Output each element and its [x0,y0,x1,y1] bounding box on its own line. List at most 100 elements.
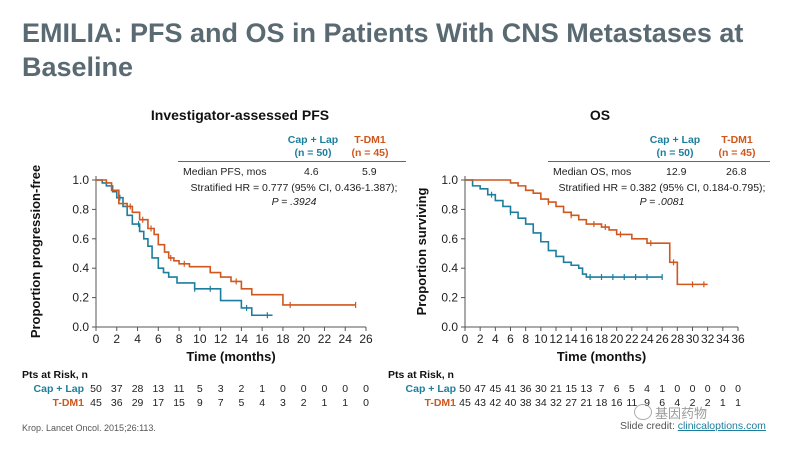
os-median-tdm: 26.8 [726,166,747,178]
pfs-risk-cap-value: 11 [174,383,185,395]
pfs-cap-name: Cap + Lap [287,134,339,146]
pfs-risk-tdm-value: 1 [342,397,348,409]
pfs-risk-cap-value: 28 [132,383,144,395]
pfs-risk-cap-value: 50 [90,383,102,395]
os-risk-tdm-value: 16 [611,397,623,409]
os-cap-header: Cap + Lap (n = 50) [640,134,710,160]
os-risk-tdm-value: 45 [459,397,471,409]
pfs-risk-tdm-value: 2 [301,397,307,409]
os-risk-tdm-value: 2 [690,397,696,409]
os-risk-cap-value: 0 [674,383,680,395]
os-hr: Stratified HR = 0.382 (95% CI, 0.184-0.7… [548,181,776,209]
os-x-tick-label: 26 [655,332,669,346]
pfs-tdm1-curve [96,179,356,306]
os-risk-tdm-value: 32 [550,397,562,409]
os-risk-tdm-value: 1 [735,397,741,409]
os-table-rule [548,161,770,162]
pfs-risk-cap-value: 0 [280,383,286,395]
os-x-axis-label: Time (months) [557,349,646,364]
os-x-tick-label: 4 [492,332,499,346]
pfs-risk-tdm-value: 29 [132,397,144,409]
os-risk-cap-value: 50 [459,383,471,395]
pfs-cap-n: (n = 50) [294,147,332,159]
pfs-y-tick-label: 1.0 [72,173,89,187]
os-x-tick-label: 22 [625,332,639,346]
credit-link[interactable]: clinicaloptions.com [677,420,766,432]
pfs-tdm-header: T-DM1 (n = 45) [335,134,405,160]
os-x-tick-label: 0 [462,332,469,346]
pfs-x-tick-label: 24 [339,332,353,346]
os-x-tick-label: 10 [534,332,548,346]
os-x-tick-label: 34 [716,332,730,346]
pfs-x-tick-label: 10 [193,332,207,346]
slide-credit: Slide credit: clinicaloptions.com [620,420,766,432]
pfs-x-tick-label: 16 [255,332,269,346]
os-y-tick-label: 0.0 [441,320,458,334]
os-y-tick-label: 1.0 [441,173,458,187]
os-x-tick-label: 2 [477,332,484,346]
os-risk-cap-value: 15 [565,383,577,395]
pfs-risk-tdm-value: 9 [197,397,203,409]
os-hr-line2: P = .0081 [639,196,685,208]
os-risk-tdm-value: 18 [596,397,608,409]
os-x-tick-label: 12 [549,332,563,346]
pfs-risk-tdm-value: 3 [280,397,286,409]
os-cap-n: (n = 50) [656,147,694,159]
pfs-median-tdm: 5.9 [362,166,377,178]
os-y-tick-label: 0.6 [441,232,458,246]
pfs-x-tick-label: 14 [235,332,249,346]
os-y-tick-label: 0.4 [441,261,458,275]
pfs-risk-cap-value: 2 [238,383,244,395]
pfs-x-tick-label: 2 [113,332,120,346]
pfs-x-tick-label: 18 [276,332,290,346]
os-cap-lap-curve [465,179,663,278]
pfs-x-tick-label: 4 [134,332,141,346]
pfs-risk-cap-value: 0 [363,383,369,395]
pfs-table-rule [178,161,406,162]
pfs-risk-cap-value: 0 [322,383,328,395]
watermark: 基因药物 [655,406,708,421]
os-risk-cap-value: 0 [735,383,741,395]
pfs-risk-cap-value: 13 [152,383,164,395]
os-risk-tdm-value: 6 [659,397,665,409]
os-panel-title: OS [589,107,611,123]
pfs-x-tick-label: 26 [359,332,373,346]
pfs-hr-line2: P = .3924 [271,196,317,208]
os-x-tick-label: 6 [507,332,514,346]
pfs-tdm-n: (n = 45) [351,147,389,159]
os-y-tick-label: 0.2 [441,291,458,305]
os-risk-tdm-value: 2 [705,397,711,409]
os-tdm1-curve [465,179,708,286]
os-risk-cap-value: 7 [599,383,605,395]
pfs-x-tick-label: 12 [214,332,228,346]
os-x-tick-label: 20 [610,332,624,346]
pfs-hr-line1: Stratified HR = 0.777 (95% CI, 0.436-1.3… [190,182,398,194]
pfs-hr: Stratified HR = 0.777 (95% CI, 0.436-1.3… [178,181,410,209]
os-risk-title: Pts at Risk, n [388,369,454,381]
pfs-risk-cap-value: 1 [259,383,265,395]
wechat-icon [634,404,652,420]
citation: Krop. Lancet Oncol. 2015;26:113. [22,423,156,433]
os-x-tick-label: 28 [671,332,685,346]
os-y-axis-label: Proportion surviving [414,188,429,316]
slide-credit-prefix: Slide credit: [620,420,678,432]
os-risk-cap-value: 0 [705,383,711,395]
os-cap-name: Cap + Lap [649,134,701,146]
pfs-risk-tdm-value: 0 [363,397,369,409]
os-x-tick-label: 18 [595,332,609,346]
os-median-cap: 12.9 [666,166,687,178]
pfs-panel-title: Investigator-assessed PFS [150,107,330,123]
os-risk-cap-value: 0 [690,383,696,395]
pfs-risk-tdm-value: 17 [152,397,164,409]
pfs-y-tick-label: 0.6 [72,232,89,246]
os-median-label: Median OS, mos [553,166,632,178]
pfs-risk-cap-label: Cap + Lap [33,383,84,395]
os-risk-cap-value: 6 [614,383,620,395]
os-risk-cap-value: 21 [550,383,562,395]
os-risk-cap-value: 30 [535,383,547,395]
pfs-risk-tdm-value: 36 [111,397,123,409]
pfs-y-tick-label: 0.4 [72,261,89,275]
pfs-risk-tdm-value: 15 [173,397,185,409]
os-risk-tdm-value: 42 [489,397,501,409]
